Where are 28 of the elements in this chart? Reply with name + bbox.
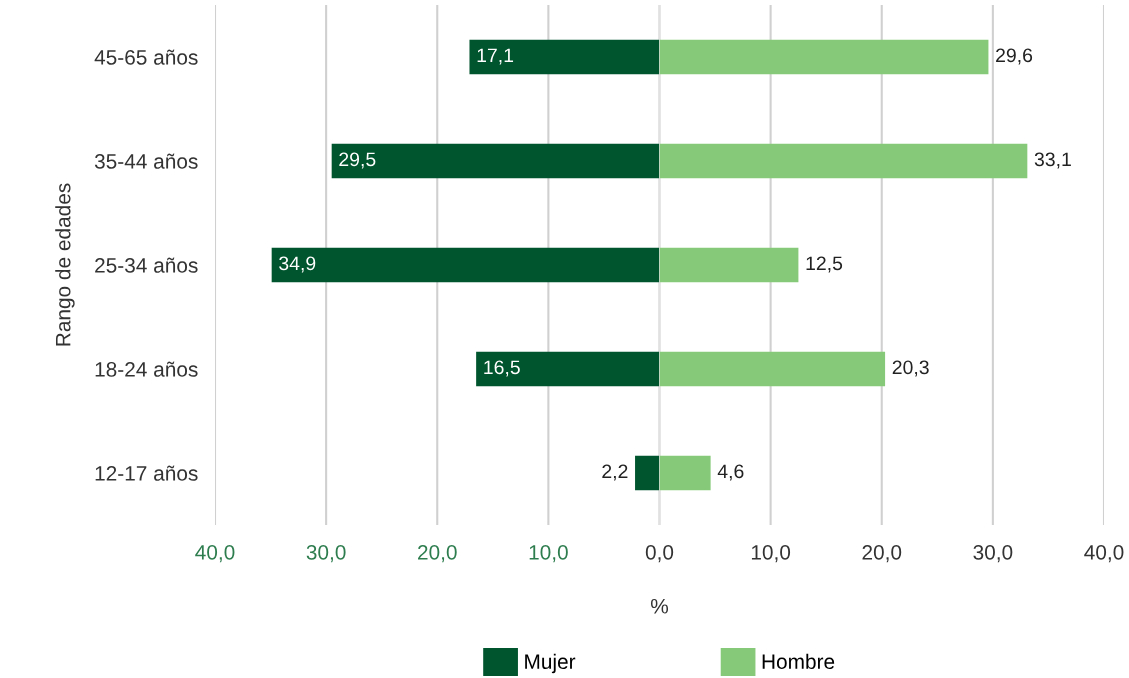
x-tick-label: 0,0 [645,544,674,563]
y-tick-label: 18-24 años [95,361,198,377]
data-label: 2,2 [602,464,628,481]
x-tick-label: 20,0 [418,544,457,563]
data-label: 34,9 [279,256,316,273]
x-tick-label: 10,0 [529,544,568,563]
y-tick-label: 25-34 años [95,257,198,273]
data-label: 33,1 [1034,152,1071,169]
y-tick-label: 45-65 años [94,49,198,65]
legend-label: Mujer [525,653,576,674]
y-tick-label: 35-44 años [94,153,198,169]
data-label: 4,6 [717,464,744,481]
data-label: 29,5 [339,152,376,169]
data-label: 12,5 [806,256,843,273]
legend-label: Hombre [762,653,835,670]
x-tick-label: 10,0 [751,544,791,563]
data-label: 29,6 [996,48,1033,65]
x-tick-label: 40,0 [195,544,235,563]
data-label: 17,1 [477,48,514,65]
data-label: 16,5 [484,360,520,377]
x-tick-label: 20,0 [862,544,902,563]
data-label: 20,3 [892,360,929,377]
x-tick-label: 30,0 [306,544,346,563]
y-axis-title: Rango de edades [55,183,75,346]
y-tick-label: 12-17 años [95,465,198,481]
x-tick-label: 30,0 [973,544,1013,563]
x-tick-label: 40,0 [1084,544,1124,563]
x-axis-title: % [650,598,669,614]
